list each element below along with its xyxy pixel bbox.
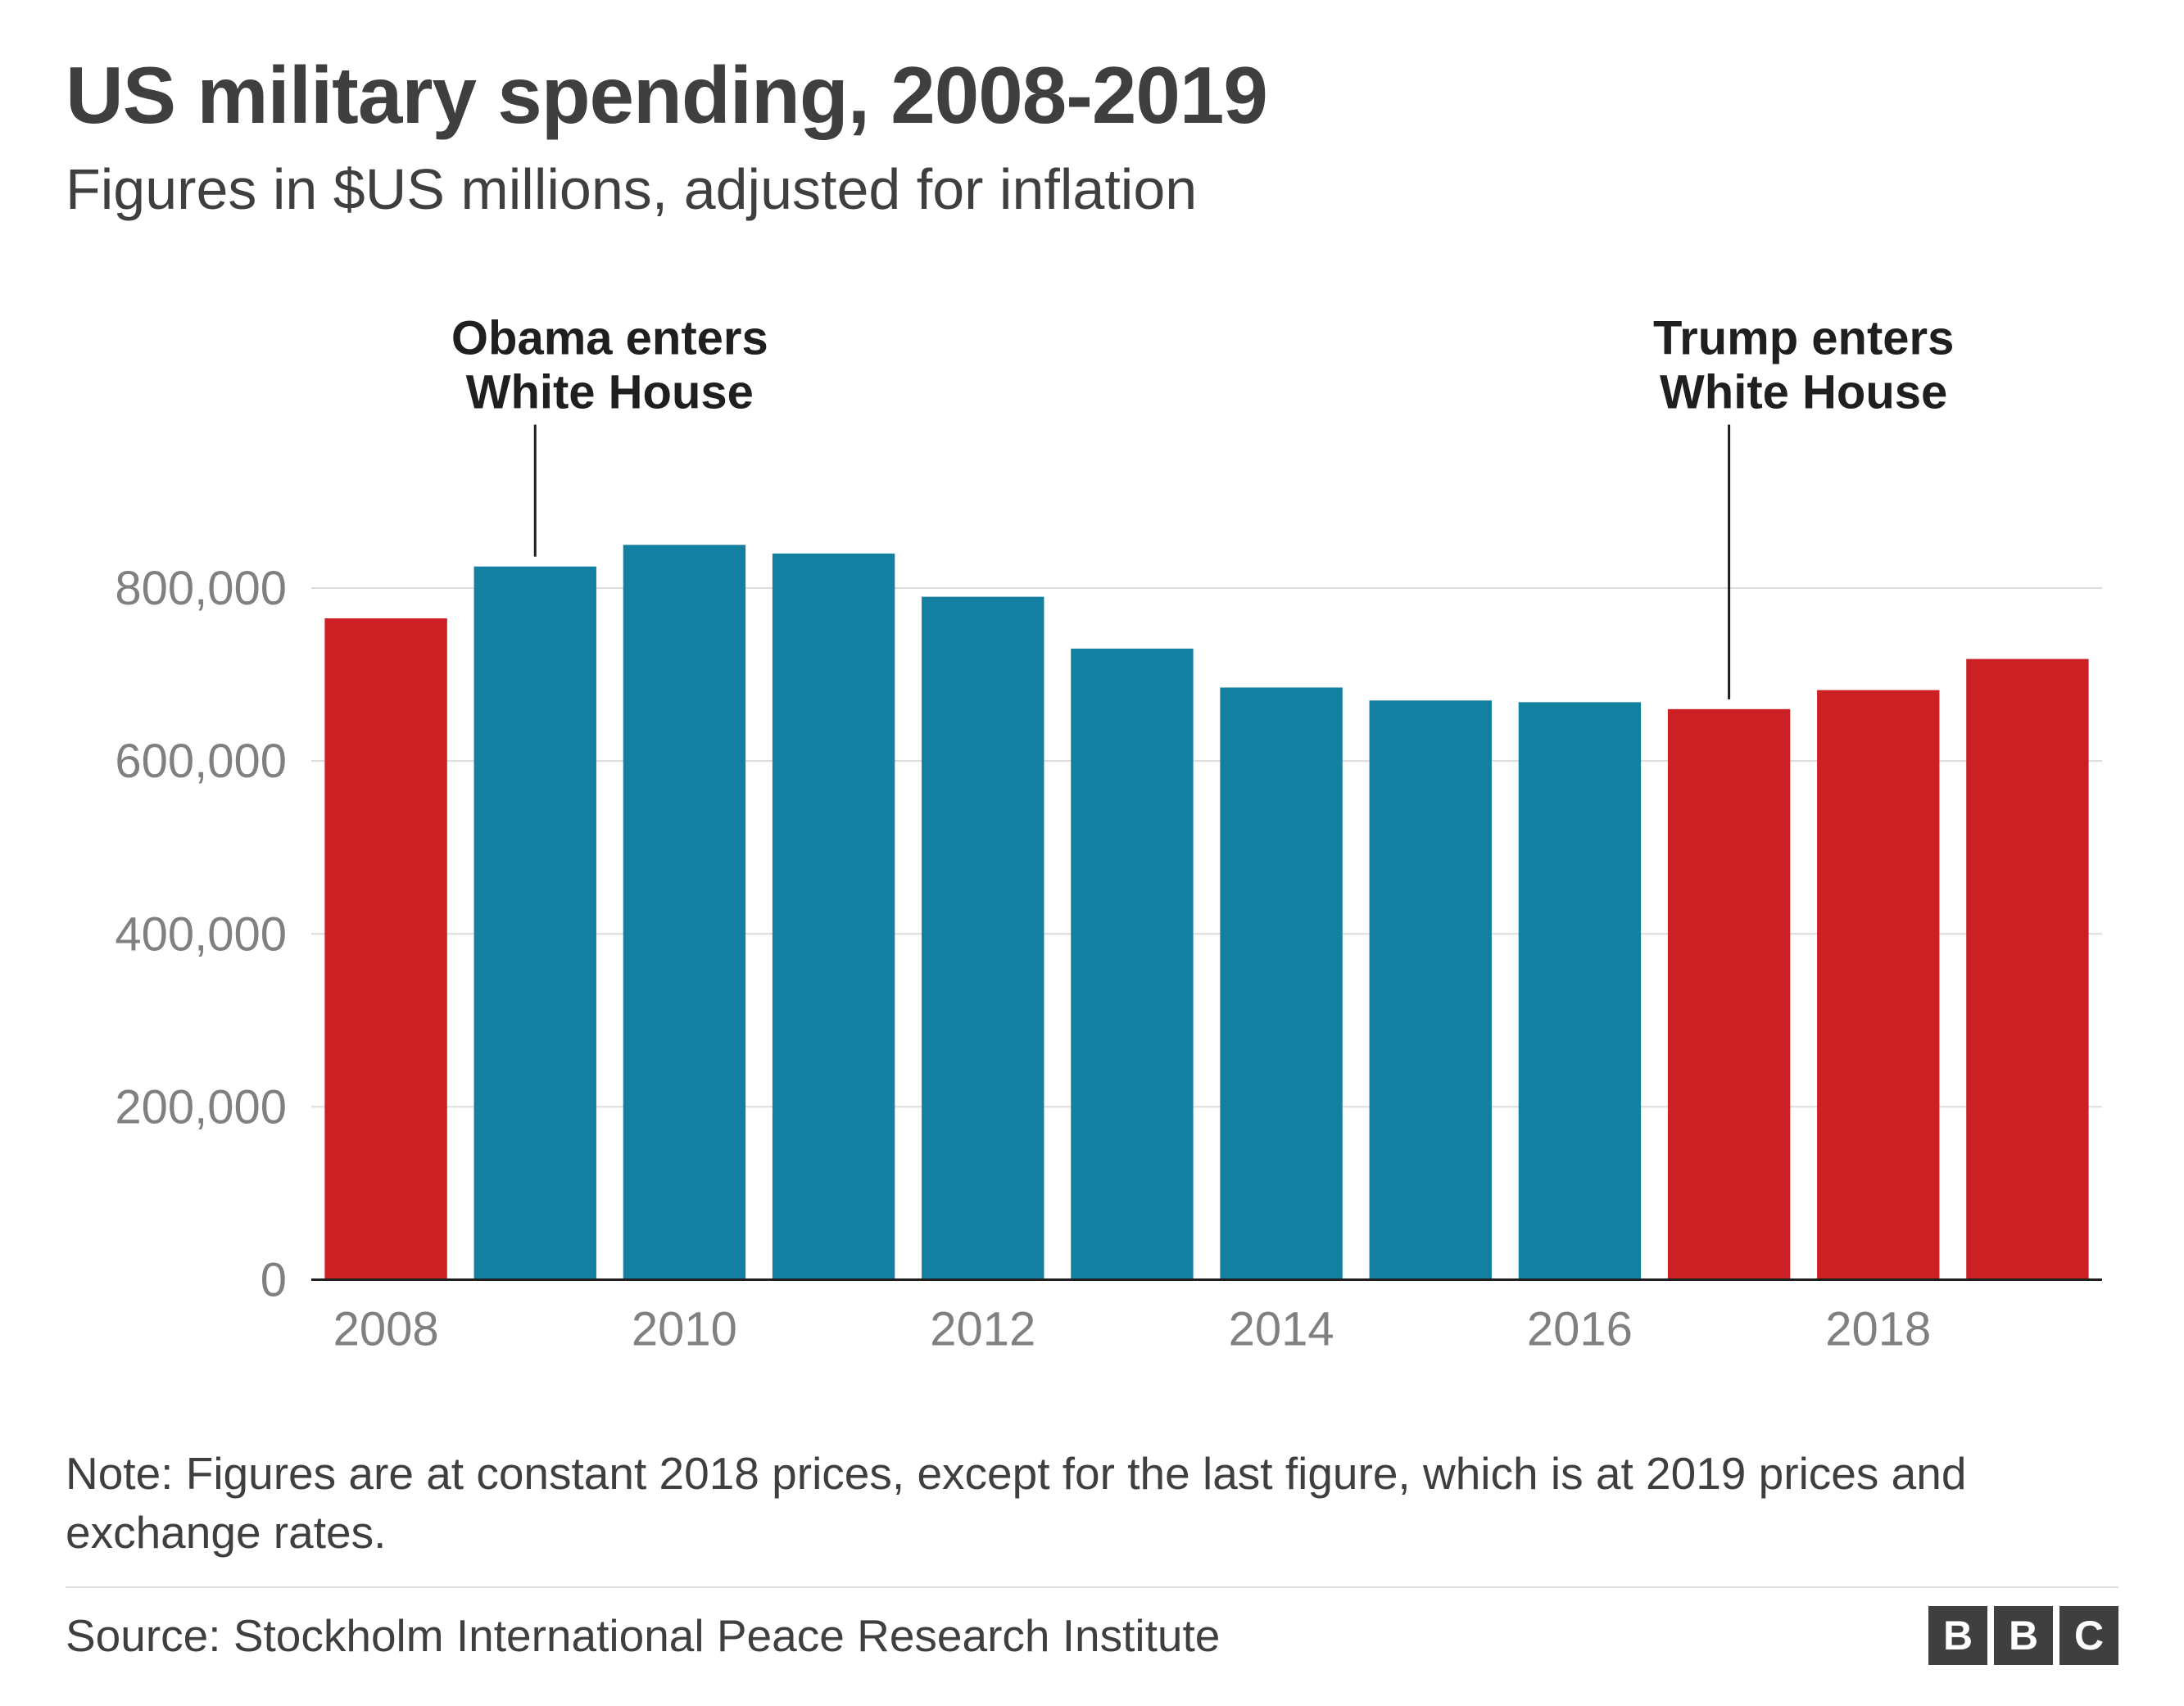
x-axis-label: 2016 xyxy=(1527,1303,1633,1356)
annotation-text: White House xyxy=(466,366,754,419)
source-row: Source: Stockholm International Peace Re… xyxy=(66,1586,2118,1665)
y-axis-label: 400,000 xyxy=(115,907,287,961)
y-axis-label: 600,000 xyxy=(115,735,287,788)
x-axis-label: 2018 xyxy=(1825,1303,1931,1356)
x-axis-label: 2010 xyxy=(632,1303,737,1356)
bbc-logo-letter: B xyxy=(1994,1606,2053,1665)
bar xyxy=(623,545,745,1279)
annotation-text: Trump enters xyxy=(1653,312,1954,365)
y-axis-label: 800,000 xyxy=(115,562,287,615)
bar xyxy=(1668,709,1790,1280)
bar-chart-svg: 0 200,000 400,000 600,000 800,000 2008 2010 201… xyxy=(66,263,2118,1412)
y-axis-label: 0 xyxy=(261,1254,287,1307)
chart-note: Note: Figures are at constant 2018 price… xyxy=(66,1445,2118,1562)
x-axis-label: 2008 xyxy=(333,1303,439,1356)
bar xyxy=(1817,690,1939,1280)
bar xyxy=(1071,649,1193,1280)
annotation-text: Obama enters xyxy=(451,312,768,365)
bbc-logo: B B C xyxy=(1928,1606,2118,1665)
bar xyxy=(1966,659,2088,1280)
bar xyxy=(922,597,1044,1280)
bar xyxy=(474,567,596,1280)
x-axis-label: 2012 xyxy=(930,1303,1035,1356)
bar xyxy=(1220,687,1342,1279)
bar xyxy=(1519,702,1641,1279)
bar xyxy=(324,618,446,1280)
bbc-logo-letter: C xyxy=(2059,1606,2118,1665)
y-axis-label: 200,000 xyxy=(115,1080,287,1134)
annotation-text: White House xyxy=(1660,366,1947,419)
x-axis-label: 2014 xyxy=(1229,1303,1334,1356)
bbc-logo-letter: B xyxy=(1928,1606,1987,1665)
chart-subtitle: Figures in $US millions, adjusted for in… xyxy=(66,156,2118,222)
chart-card: US military spending, 2008-2019 Figures … xyxy=(0,0,2184,1706)
plot-area: 0 200,000 400,000 600,000 800,000 2008 2010 201… xyxy=(66,263,2118,1412)
source-text: Source: Stockholm International Peace Re… xyxy=(66,1609,1220,1662)
bar xyxy=(773,554,895,1280)
bar xyxy=(1370,700,1492,1279)
chart-title: US military spending, 2008-2019 xyxy=(66,49,2118,142)
